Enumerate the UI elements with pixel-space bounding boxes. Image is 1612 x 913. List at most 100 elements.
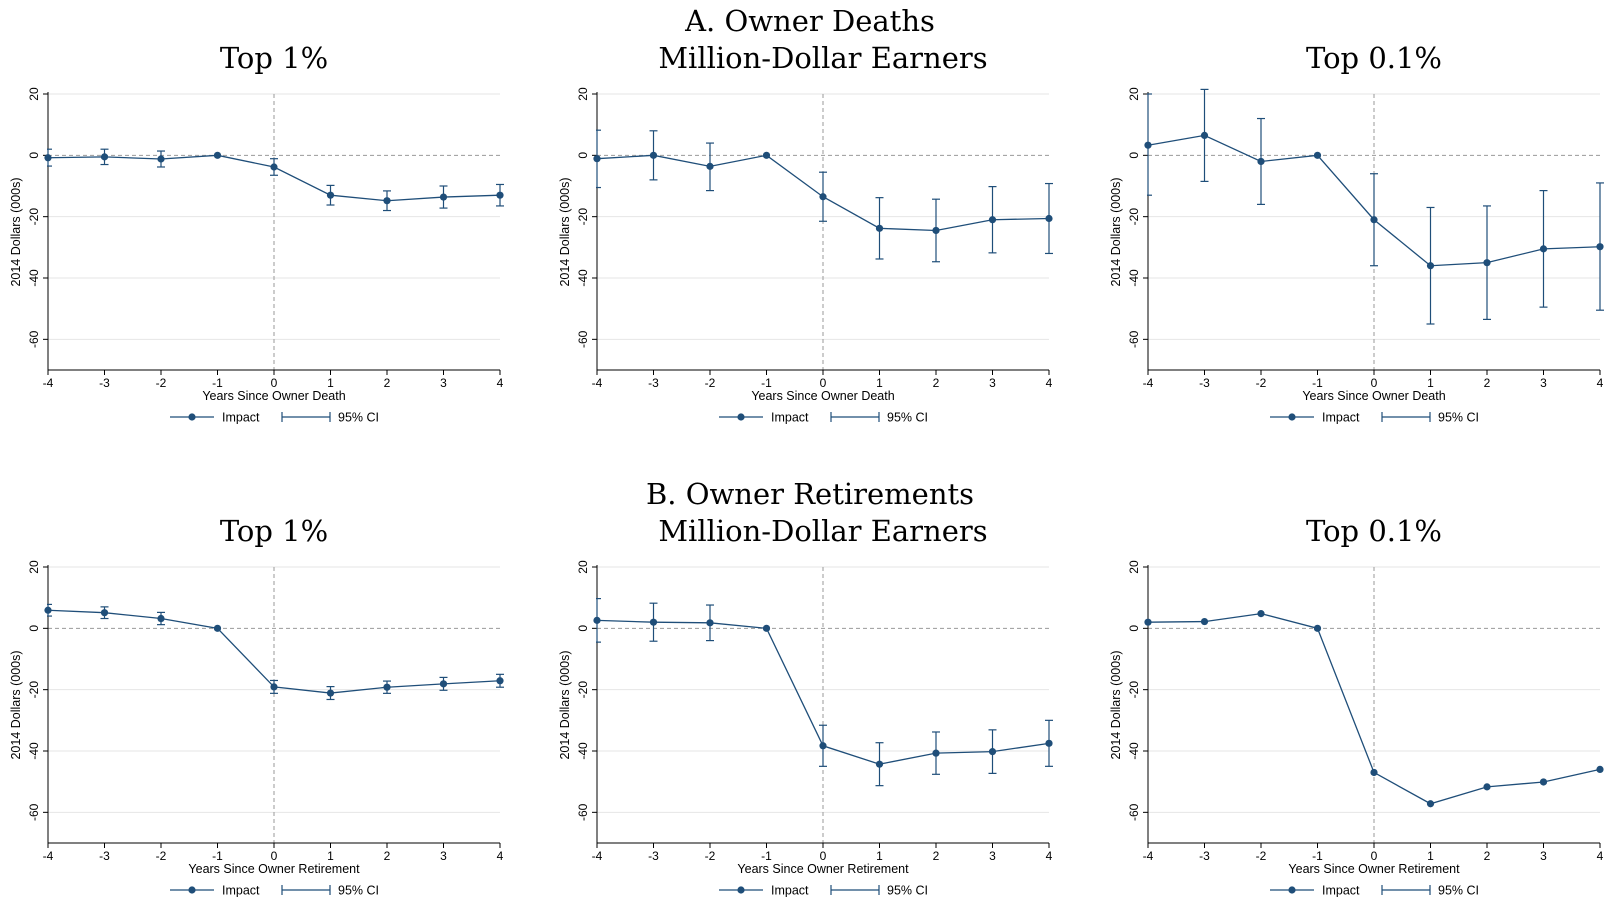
x-tick-label: -1 — [761, 849, 772, 863]
x-tick-label: 0 — [1371, 376, 1378, 390]
x-tick-label: 0 — [820, 849, 827, 863]
legend: Impact 95% CI — [719, 411, 928, 425]
impact-point — [213, 624, 222, 632]
y-axis-label: 2014 Dollars (000s) — [558, 650, 572, 759]
impact-point — [157, 614, 165, 623]
impact-point — [1313, 151, 1322, 159]
legend-ci-label: 95% CI — [338, 884, 379, 898]
y-axis-label: 2014 Dollars (000s) — [558, 177, 572, 286]
panel-heading-b: B. Owner Retirements — [646, 477, 974, 511]
x-tick-label: -3 — [648, 849, 659, 863]
impact-point — [44, 606, 52, 614]
legend-impact-label: Impact — [771, 884, 809, 898]
x-tick-label: -3 — [1199, 849, 1210, 863]
y-tick-label: -60 — [576, 803, 590, 821]
y-tick-label: -40 — [1127, 742, 1141, 760]
impact-point — [383, 683, 391, 691]
x-tick-label: -4 — [592, 376, 603, 390]
impact-point — [1596, 765, 1604, 774]
legend-impact-dot-icon — [188, 413, 196, 421]
x-tick-label: 1 — [1427, 376, 1434, 390]
x-tick-label: 2 — [1484, 849, 1491, 863]
impact-point — [762, 624, 771, 632]
y-tick-label: 0 — [1127, 152, 1141, 159]
y-tick-label: -20 — [1127, 208, 1141, 226]
chart-title: Top 1% — [220, 41, 328, 75]
x-tick-label: 1 — [1427, 849, 1434, 863]
chart-1: Top 1% 20 0 -20 -40 -60 -4 -3 -2 -1 0 1 2 3 4 Years Sin… — [9, 41, 504, 425]
x-tick-label: 4 — [497, 849, 504, 863]
x-tick-label: 0 — [271, 849, 278, 863]
impact-point — [1257, 157, 1265, 166]
y-tick-label: -60 — [576, 330, 590, 348]
x-tick-label: -4 — [43, 849, 54, 863]
y-tick-label: -40 — [1127, 269, 1141, 287]
y-tick-label: -20 — [576, 208, 590, 226]
legend-impact-label: Impact — [1322, 411, 1360, 425]
impact-point — [706, 162, 714, 170]
y-axis-label: 2014 Dollars (000s) — [9, 650, 23, 759]
x-tick-label: 0 — [1371, 849, 1378, 863]
x-tick-label: -3 — [99, 376, 110, 390]
x-tick-label: 4 — [1046, 849, 1053, 863]
impact-point — [1596, 243, 1604, 251]
x-tick-label: -4 — [1143, 376, 1154, 390]
chart-title: Million-Dollar Earners — [658, 41, 987, 75]
impact-point — [157, 155, 165, 163]
legend-ci-label: 95% CI — [887, 884, 928, 898]
x-axis-label: Years Since Owner Death — [202, 389, 345, 403]
impact-point — [439, 193, 448, 201]
x-tick-label: 2 — [1484, 376, 1491, 390]
x-tick-label: -2 — [156, 376, 167, 390]
y-tick-label: -60 — [27, 330, 41, 348]
chart-title: Top 0.1% — [1306, 41, 1442, 75]
impact-point — [1257, 610, 1265, 618]
x-tick-label: 3 — [1540, 376, 1547, 390]
impact-point — [649, 151, 658, 159]
impact-point — [496, 677, 504, 685]
impact-point — [270, 683, 278, 691]
y-tick-label: 20 — [576, 560, 590, 574]
legend-impact-dot-icon — [1288, 886, 1296, 894]
y-tick-label: 0 — [1127, 625, 1141, 632]
impact-point — [439, 680, 448, 688]
legend-impact-dot-icon — [737, 413, 745, 421]
impact-point — [593, 616, 601, 624]
x-tick-label: -1 — [212, 849, 223, 863]
impact-point — [1370, 216, 1378, 224]
y-tick-label: 20 — [27, 560, 41, 574]
x-tick-label: 4 — [1046, 376, 1053, 390]
chart-title: Top 1% — [220, 514, 328, 548]
y-tick-label: -40 — [27, 269, 41, 287]
y-tick-label: -60 — [1127, 803, 1141, 821]
impact-point — [932, 749, 940, 757]
y-tick-label: 20 — [1127, 87, 1141, 101]
x-tick-label: 3 — [440, 849, 447, 863]
x-tick-label: 1 — [327, 849, 334, 863]
y-tick-label: -20 — [27, 208, 41, 226]
impact-point — [819, 193, 827, 201]
x-tick-label: -4 — [43, 376, 54, 390]
legend: Impact 95% CI — [1270, 884, 1479, 898]
impact-point — [213, 151, 222, 159]
impact-point — [1426, 800, 1435, 808]
x-tick-label: -1 — [212, 376, 223, 390]
y-tick-label: 0 — [576, 625, 590, 632]
legend: Impact 95% CI — [719, 884, 928, 898]
y-tick-label: -20 — [1127, 681, 1141, 699]
impact-point — [762, 151, 771, 159]
y-tick-label: 20 — [27, 87, 41, 101]
x-tick-label: 1 — [876, 849, 883, 863]
x-axis-label: Years Since Owner Retirement — [737, 862, 909, 876]
impact-point — [875, 760, 884, 768]
legend: Impact 95% CI — [1270, 411, 1479, 425]
x-tick-label: 0 — [820, 376, 827, 390]
y-tick-label: 0 — [27, 625, 41, 632]
x-tick-label: -2 — [156, 849, 167, 863]
impact-point — [1539, 778, 1548, 786]
legend-impact-dot-icon — [188, 886, 196, 894]
chart-6: Top 0.1% 20 0 -20 -40 -60 -4 -3 -2 -1 0 1 2 3 4 Years S… — [1109, 514, 1604, 898]
x-tick-label: 4 — [497, 376, 504, 390]
